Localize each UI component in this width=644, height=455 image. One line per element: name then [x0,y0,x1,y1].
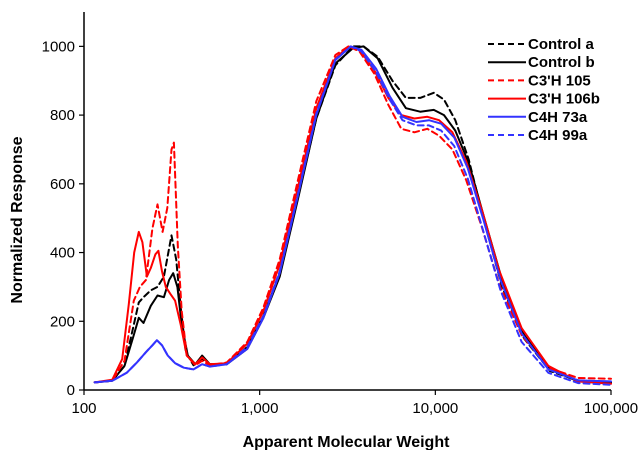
y-tick-label: 600 [50,176,75,193]
series-layer [93,45,612,386]
y-tick-label: 1000 [42,38,75,55]
y-tick-label: 800 [50,107,75,124]
x-tick-label: 100 [71,400,96,417]
series-line-1 [93,45,612,384]
legend-label: C3'H 105 [528,72,591,89]
series-line-4 [93,45,612,385]
series-line-6 [93,45,612,386]
y-tick-label: 400 [50,245,75,262]
legend-label: Control b [528,54,595,71]
legend-label: Control a [528,36,594,53]
x-axis-title: Apparent Molecular Weight [243,434,451,450]
y-tick-label: 200 [50,313,75,330]
legend-label: C3'H 106b [528,91,600,108]
x-tick-label: 10,000 [412,400,458,417]
legend-label: C4H 73a [528,109,588,126]
x-tick-label: 100,000 [584,400,638,417]
legend-label: C4H 99a [528,127,588,144]
x-tick-label: 1,000 [241,400,279,417]
y-tick-label: 0 [67,382,75,399]
y-axis-title: Normalized Response [9,136,26,303]
series-line-3 [93,45,612,384]
axes: 0 200 400 600 800 1000 100 1,000 10,000 100,000 [42,12,638,417]
